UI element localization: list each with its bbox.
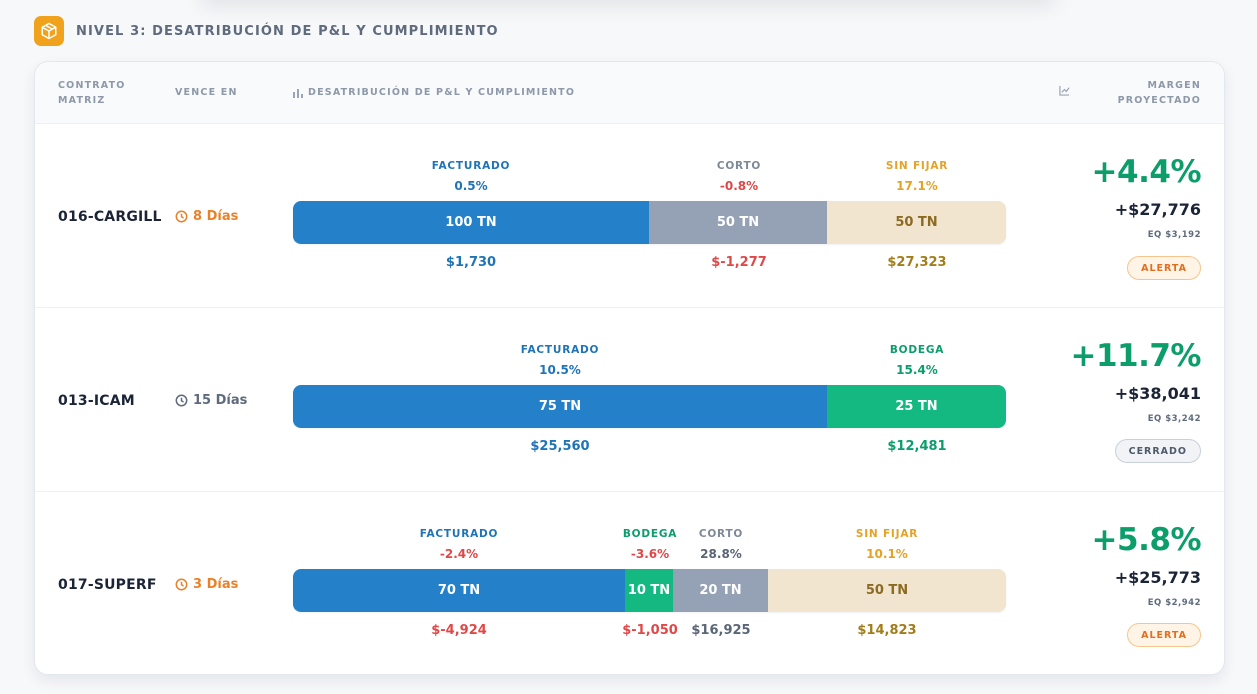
box-icon bbox=[34, 16, 64, 46]
vence-cell: 15 Días bbox=[175, 393, 247, 408]
column-header-distribucion-label: DESATRIBUCIÓN DE P&L Y CUMPLIMIENTO bbox=[308, 87, 576, 98]
segment-pct-facturado: -2.4% bbox=[439, 547, 479, 561]
segment-label-sin-fijar: SIN FIJAR bbox=[855, 528, 919, 540]
segment-corto[interactable]: 50 TN bbox=[649, 201, 827, 244]
clock-icon bbox=[175, 578, 188, 591]
segment-pct-sin-fijar: 17.1% bbox=[896, 179, 938, 193]
vence-cell: 8 Días bbox=[175, 209, 238, 224]
contract-name: 017-SUPERF bbox=[58, 577, 157, 593]
segment-sin-fijar[interactable]: 50 TN bbox=[827, 201, 1006, 244]
distribution-bar[interactable]: 70 TN 10 TN 20 TN 50 TN bbox=[293, 569, 1006, 612]
line-chart-icon[interactable] bbox=[1059, 85, 1070, 101]
segment-amount-sin-fijar: $14,823 bbox=[857, 623, 917, 638]
margin-usd: +$27,776 bbox=[1114, 200, 1201, 219]
segment-pct-corto: -0.8% bbox=[719, 179, 759, 193]
margin-eq: EQ $3,242 bbox=[1147, 414, 1201, 424]
segment-amount-facturado: $25,560 bbox=[530, 439, 590, 454]
segment-label-facturado: FACTURADO bbox=[431, 160, 511, 172]
margin-eq: EQ $2,942 bbox=[1147, 598, 1201, 608]
column-header-distribucion: DESATRIBUCIÓN DE P&L Y CUMPLIMIENTO bbox=[293, 85, 575, 100]
margin-pct: +5.8% bbox=[1091, 522, 1202, 558]
margin-pct: +11.7% bbox=[1070, 338, 1201, 374]
contract-name: 016-CARGILL bbox=[58, 209, 162, 225]
clock-icon bbox=[175, 394, 188, 407]
segment-label-facturado: FACTURADO bbox=[419, 528, 499, 540]
segment-bodega[interactable]: 10 TN bbox=[625, 569, 673, 612]
segment-sin-fijar[interactable]: 50 TN bbox=[768, 569, 1006, 612]
margin-pct: +4.4% bbox=[1091, 154, 1202, 190]
segment-label-facturado: FACTURADO bbox=[520, 344, 600, 356]
segment-label-corto: CORTO bbox=[698, 528, 744, 540]
segment-facturado[interactable]: 100 TN bbox=[293, 201, 649, 244]
vence-value: 8 Días bbox=[193, 209, 239, 224]
table-row[interactable]: 016-CARGILL 8 Días FACTURADO 0.5% CORTO … bbox=[35, 124, 1224, 308]
vence-value: 15 Días bbox=[193, 393, 248, 408]
vence-cell: 3 Días bbox=[175, 577, 238, 592]
segment-facturado[interactable]: 75 TN bbox=[293, 385, 827, 428]
table-row[interactable]: 013-ICAM 15 Días FACTURADO 10.5% BODEGA … bbox=[35, 308, 1224, 492]
column-header-contrato: CONTRATO MATRIZ bbox=[58, 80, 126, 106]
segment-pct-bodega: 15.4% bbox=[896, 363, 938, 377]
segment-facturado[interactable]: 70 TN bbox=[293, 569, 625, 612]
segment-corto[interactable]: 20 TN bbox=[673, 569, 768, 612]
segment-pct-bodega: -3.6% bbox=[630, 547, 670, 561]
status-badge: ALERTA bbox=[1127, 623, 1201, 647]
vence-value: 3 Días bbox=[193, 577, 239, 592]
segment-pct-corto: 28.8% bbox=[700, 547, 742, 561]
clock-icon bbox=[175, 210, 188, 223]
segment-label-sin-fijar: SIN FIJAR bbox=[885, 160, 949, 172]
distribution-bar[interactable]: 100 TN 50 TN 50 TN bbox=[293, 201, 1006, 244]
segment-label-bodega: BODEGA bbox=[889, 344, 945, 356]
contract-name: 013-ICAM bbox=[58, 393, 135, 409]
segment-amount-corto: $16,925 bbox=[691, 623, 751, 638]
segment-amount-bodega: $12,481 bbox=[887, 439, 947, 454]
bar-chart-icon bbox=[293, 88, 303, 98]
segment-pct-facturado: 10.5% bbox=[539, 363, 581, 377]
segment-label-bodega: BODEGA bbox=[622, 528, 678, 540]
segment-bodega[interactable]: 25 TN bbox=[827, 385, 1006, 428]
column-header-vence: VENCE EN bbox=[175, 87, 238, 98]
table-row[interactable]: 017-SUPERF 3 Días FACTURADO -2.4% BODEGA… bbox=[35, 492, 1224, 674]
distribution-bar[interactable]: 75 TN 25 TN bbox=[293, 385, 1006, 428]
pl-table-card: CONTRATO MATRIZ VENCE EN DESATRIBUCIÓN D… bbox=[34, 61, 1225, 675]
segment-amount-facturado: $1,730 bbox=[445, 255, 497, 270]
status-badge: CERRADO bbox=[1114, 439, 1201, 463]
segment-amount-corto: $-1,277 bbox=[711, 255, 767, 270]
segment-pct-sin-fijar: 10.1% bbox=[866, 547, 908, 561]
segment-amount-facturado: $-4,924 bbox=[431, 623, 487, 638]
margin-usd: +$38,041 bbox=[1114, 384, 1201, 403]
margin-eq: EQ $3,192 bbox=[1147, 230, 1201, 240]
section-title: NIVEL 3: DESATRIBUCIÓN DE P&L Y CUMPLIMI… bbox=[76, 23, 499, 39]
column-header-margen: MARGEN PROYECTADO bbox=[1117, 80, 1201, 106]
section-header: NIVEL 3: DESATRIBUCIÓN DE P&L Y CUMPLIMI… bbox=[34, 16, 499, 46]
segment-amount-bodega: $-1,050 bbox=[622, 623, 678, 638]
table-header: CONTRATO MATRIZ VENCE EN DESATRIBUCIÓN D… bbox=[35, 62, 1224, 124]
margin-usd: +$25,773 bbox=[1114, 568, 1201, 587]
status-badge: ALERTA bbox=[1127, 256, 1201, 280]
segment-label-corto: CORTO bbox=[716, 160, 762, 172]
segment-pct-facturado: 0.5% bbox=[454, 179, 488, 193]
segment-amount-sin-fijar: $27,323 bbox=[887, 255, 947, 270]
